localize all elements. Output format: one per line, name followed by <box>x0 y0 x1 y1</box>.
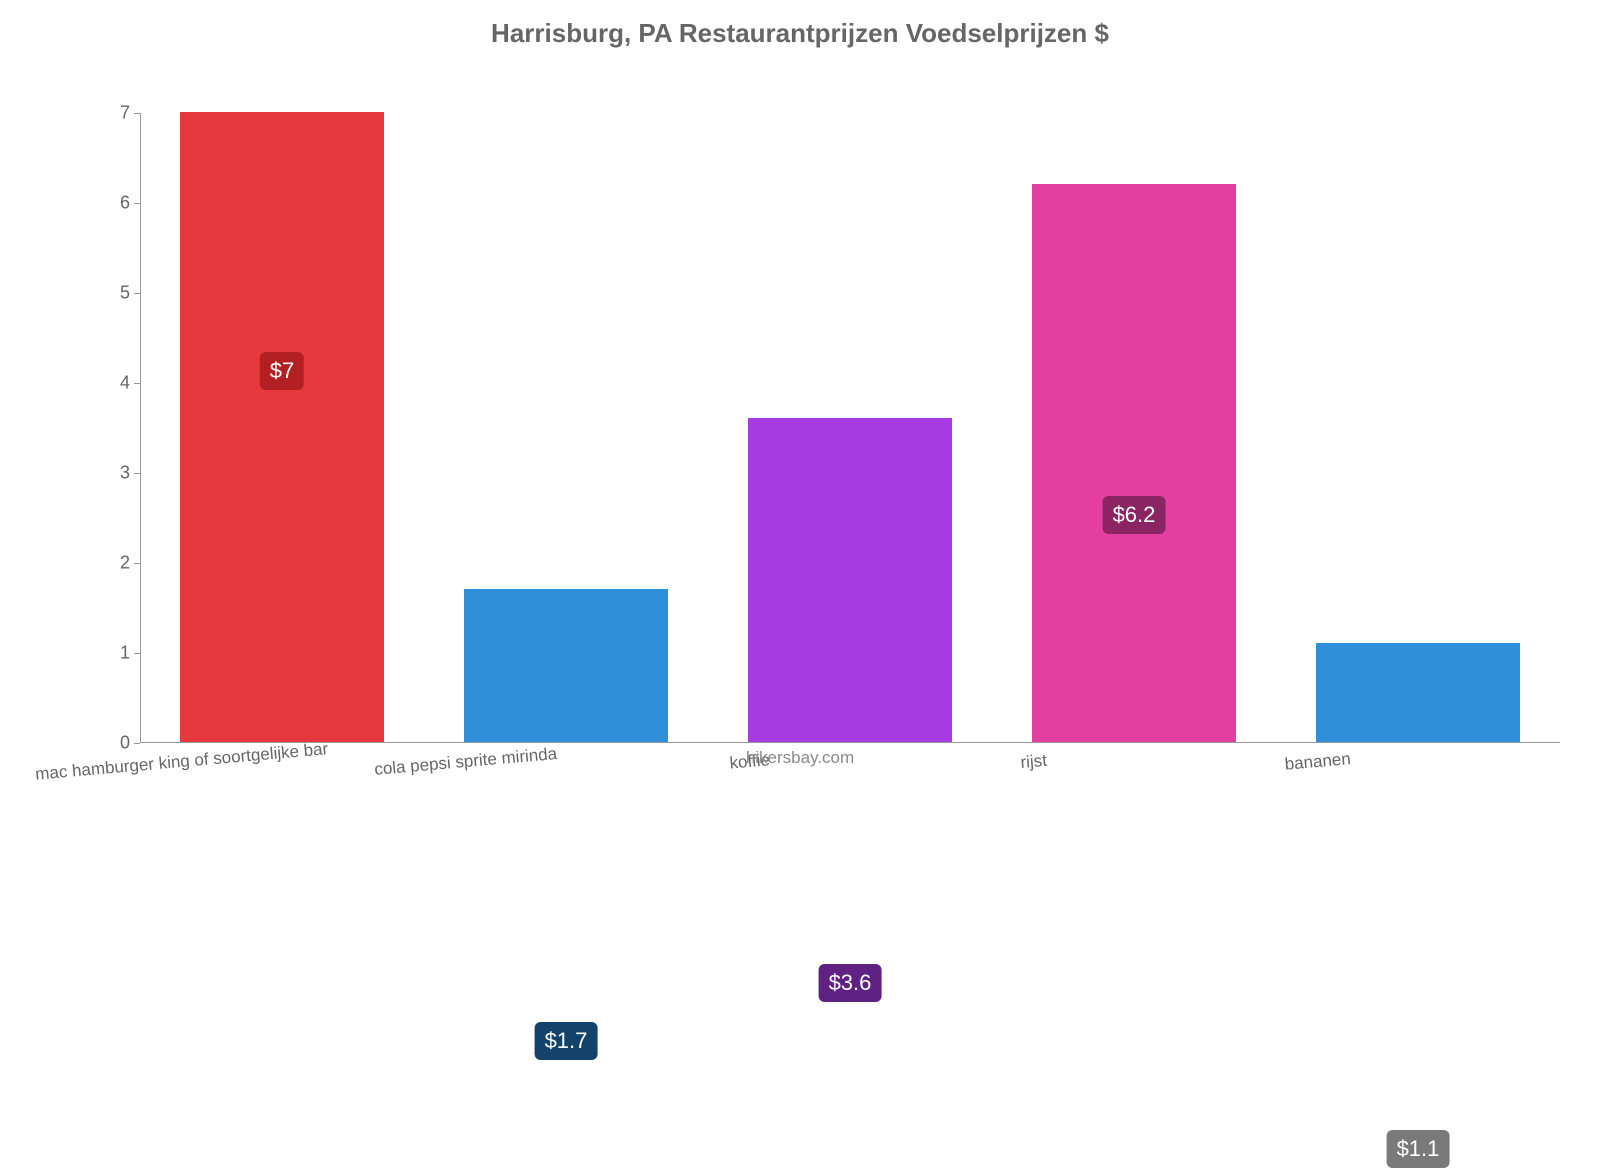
bar: $6.2 <box>1032 184 1236 742</box>
bar: $1.7 <box>464 589 668 742</box>
y-axis <box>140 113 141 742</box>
bar: $1.1 <box>1316 643 1520 742</box>
y-tick-label: 4 <box>120 373 140 394</box>
bar: $7 <box>180 112 384 742</box>
y-tick-label: 3 <box>120 463 140 484</box>
y-tick-label: 5 <box>120 283 140 304</box>
chart-container: 01234567$7mac hamburger king of soortgel… <box>0 53 1600 853</box>
chart-title: Harrisburg, PA Restaurantprijzen Voedsel… <box>0 0 1600 53</box>
plot-area: 01234567$7mac hamburger king of soortgel… <box>140 113 1560 743</box>
y-tick-label: 2 <box>120 553 140 574</box>
bar-value-label: $3.6 <box>819 964 882 1002</box>
bar-value-label: $6.2 <box>1103 496 1166 534</box>
bar-value-label: $1.1 <box>1387 1130 1450 1168</box>
bar: $3.6 <box>748 418 952 742</box>
source-attribution: hikersbay.com <box>0 748 1600 768</box>
bar-value-label: $7 <box>260 352 304 390</box>
y-tick-label: 1 <box>120 643 140 664</box>
y-tick-label: 6 <box>120 193 140 214</box>
bar-value-label: $1.7 <box>535 1022 598 1060</box>
y-tick-label: 7 <box>120 103 140 124</box>
